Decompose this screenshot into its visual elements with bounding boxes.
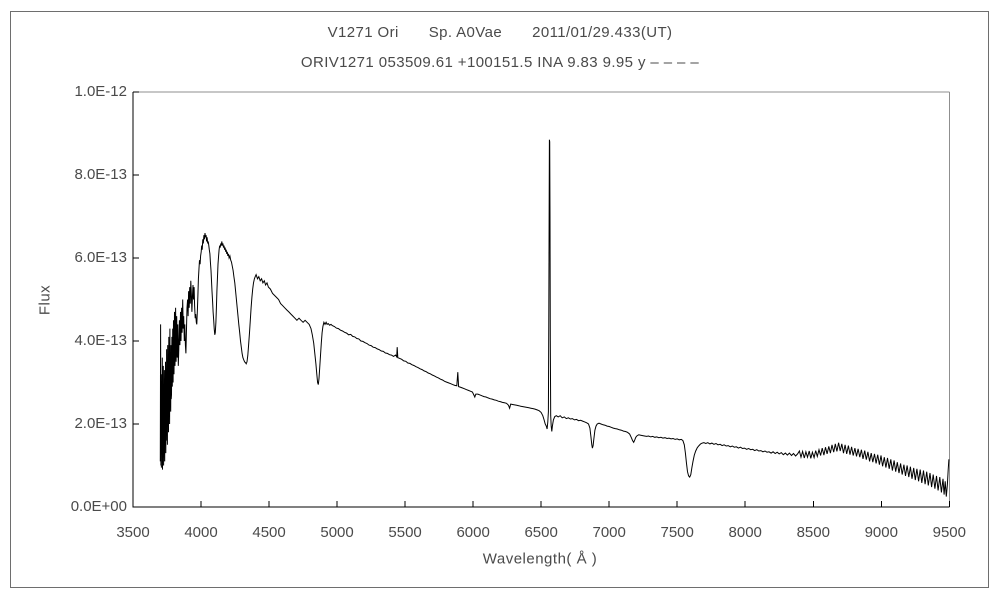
y-tick-label: 8.0E-13 <box>74 166 127 183</box>
x-tick-label: 4000 <box>184 524 218 541</box>
y-tick-label: 4.0E-13 <box>74 332 127 349</box>
spectral-type: Sp. A0Vae <box>428 24 503 41</box>
x-tick-label: 6500 <box>524 524 558 541</box>
y-tick-label: 0.0E+00 <box>70 498 127 515</box>
object-name: V1271 Ori <box>327 24 399 41</box>
x-axis-label: Wavelength( Å ) <box>482 550 598 568</box>
x-tick-label: 9000 <box>864 524 898 541</box>
x-tick-label: 6000 <box>456 524 490 541</box>
chart-title: V1271 Ori Sp. A0Vae 2011/01/29.433(UT) <box>0 24 1000 41</box>
y-tick-label: 6.0E-13 <box>74 249 127 266</box>
chart-subtitle: ORIV1271 053509.61 +100151.5 INA 9.83 9.… <box>300 54 700 71</box>
x-tick-label: 9500 <box>932 524 966 541</box>
y-tick-label: 1.0E-12 <box>74 83 127 100</box>
spectrum-line <box>159 139 950 497</box>
observation-date: 2011/01/29.433(UT) <box>532 24 673 41</box>
x-tick-label: 3500 <box>116 524 150 541</box>
x-tick-label: 8500 <box>796 524 830 541</box>
x-tick-label: 5000 <box>320 524 354 541</box>
image-border <box>10 11 989 588</box>
y-tick-label: 2.0E-13 <box>74 415 127 432</box>
x-tick-label: 4500 <box>252 524 286 541</box>
x-tick-label: 8000 <box>728 524 762 541</box>
x-tick-label: 5500 <box>388 524 422 541</box>
y-axis-label: Flux <box>36 284 54 316</box>
x-tick-label: 7500 <box>660 524 694 541</box>
x-tick-label: 7000 <box>592 524 626 541</box>
